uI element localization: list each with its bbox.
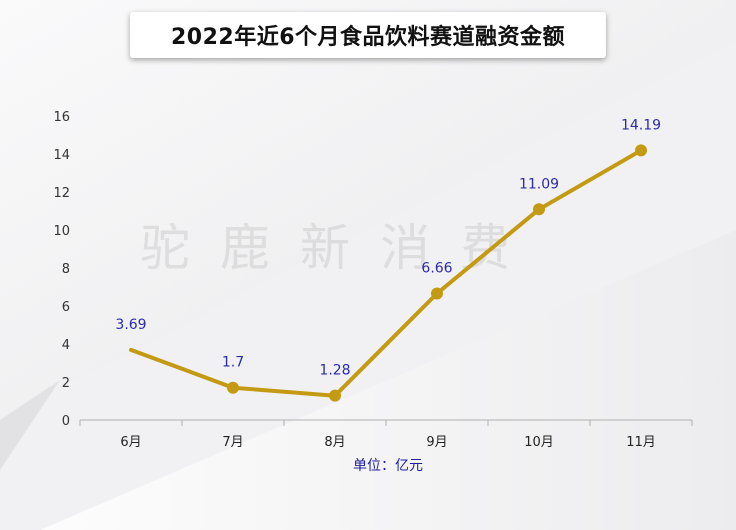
y-tick-label: 2	[62, 376, 70, 391]
y-tick-label: 10	[53, 224, 70, 239]
x-tick-label: 9月	[426, 435, 447, 450]
data-point	[329, 389, 341, 402]
data-label: 6.66	[421, 260, 452, 276]
y-tick-label: 12	[53, 186, 70, 201]
data-point	[533, 203, 545, 216]
data-point	[227, 381, 239, 394]
data-point	[635, 144, 647, 157]
data-label: 14.19	[621, 117, 661, 133]
x-tick-label: 10月	[524, 435, 554, 450]
y-tick-label: 6	[62, 300, 70, 315]
data-point	[431, 287, 443, 300]
x-tick-label: 11月	[626, 435, 656, 450]
unit-label: 单位：亿元	[353, 458, 423, 474]
x-tick-label: 8月	[324, 435, 345, 450]
data-label: 1.28	[319, 363, 350, 379]
data-label: 11.09	[519, 176, 559, 192]
data-label: 3.69	[115, 317, 146, 333]
chart-title: 2022年近6个月食品饮料赛道融资金额	[170, 25, 566, 50]
y-tick-label: 4	[62, 338, 70, 353]
chart-title-box: 2022年近6个月食品饮料赛道融资金额	[130, 12, 606, 58]
series-line	[129, 148, 643, 398]
y-tick-label: 0	[62, 414, 70, 429]
x-tick-label: 6月	[120, 435, 141, 450]
watermark: 驼鹿新消费	[140, 219, 540, 277]
data-label: 1.7	[222, 355, 244, 371]
x-tick-label: 7月	[222, 435, 243, 450]
y-tick-label: 8	[62, 262, 70, 277]
y-tick-label: 14	[53, 148, 70, 163]
y-tick-label: 16	[53, 110, 70, 125]
